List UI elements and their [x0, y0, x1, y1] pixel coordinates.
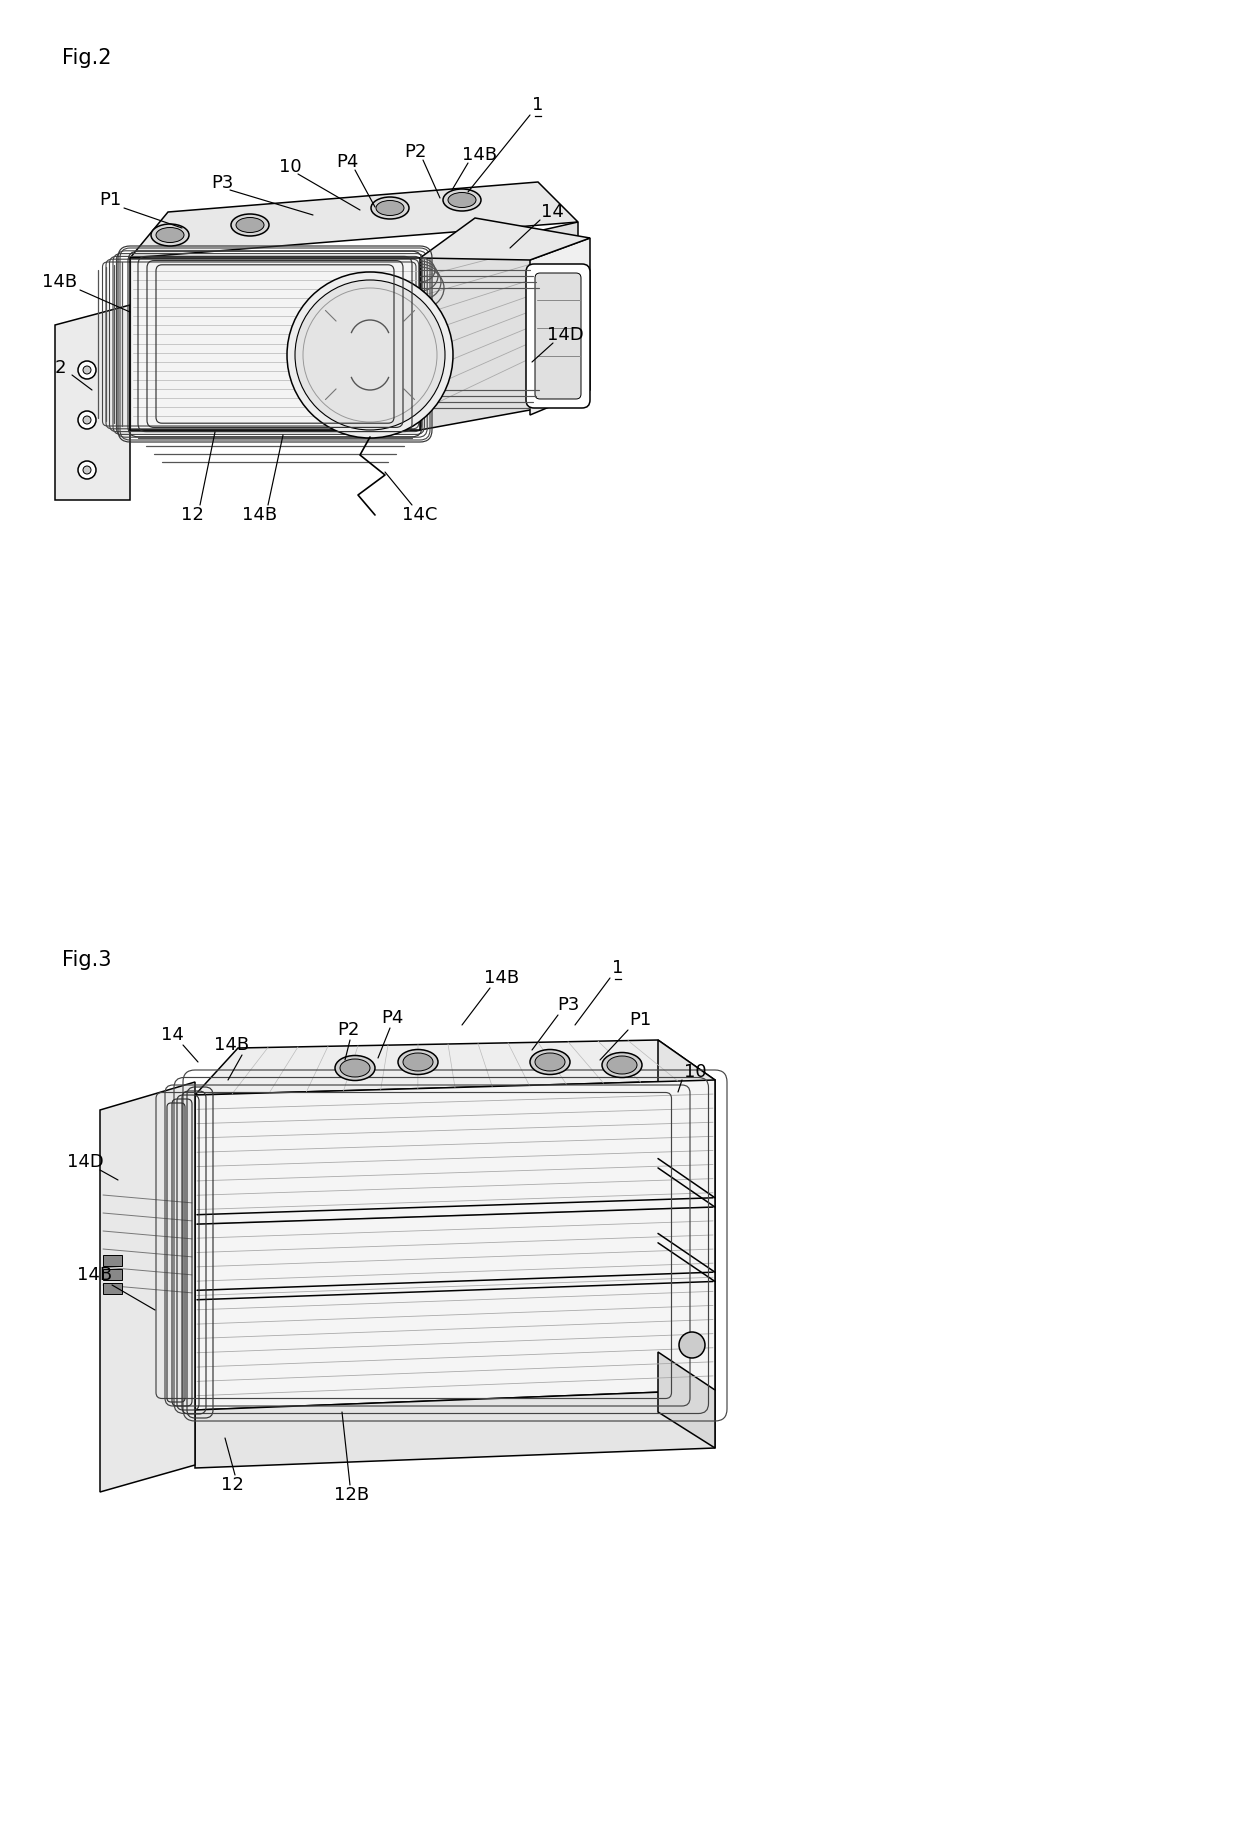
FancyBboxPatch shape — [103, 1268, 122, 1279]
Ellipse shape — [608, 1056, 637, 1074]
Ellipse shape — [78, 412, 95, 428]
Text: 14: 14 — [541, 203, 563, 222]
Ellipse shape — [403, 1052, 433, 1071]
Text: 10: 10 — [683, 1063, 707, 1082]
Text: P3: P3 — [557, 997, 579, 1013]
Polygon shape — [195, 1039, 715, 1095]
Text: 14B: 14B — [42, 273, 78, 292]
Text: 14B: 14B — [215, 1036, 249, 1054]
Text: P2: P2 — [337, 1021, 360, 1039]
Polygon shape — [420, 218, 590, 260]
Polygon shape — [658, 1351, 715, 1447]
Ellipse shape — [601, 1052, 642, 1078]
Ellipse shape — [83, 366, 91, 375]
Text: 14D: 14D — [67, 1154, 103, 1170]
Polygon shape — [195, 1390, 715, 1468]
Text: Fig.2: Fig.2 — [62, 48, 112, 68]
Text: 1: 1 — [613, 960, 624, 977]
Ellipse shape — [529, 1050, 570, 1074]
Text: 14B: 14B — [463, 146, 497, 164]
FancyBboxPatch shape — [526, 264, 590, 408]
Polygon shape — [130, 183, 578, 258]
Ellipse shape — [236, 218, 264, 233]
FancyBboxPatch shape — [534, 273, 582, 399]
Text: 12: 12 — [181, 506, 203, 524]
Text: P4: P4 — [336, 153, 358, 172]
Ellipse shape — [534, 1052, 565, 1071]
Text: 2: 2 — [55, 358, 66, 377]
Polygon shape — [658, 1039, 715, 1390]
Text: P1: P1 — [629, 1012, 651, 1028]
Text: 14B: 14B — [485, 969, 520, 988]
Text: P4: P4 — [381, 1010, 403, 1026]
Text: 12: 12 — [221, 1477, 243, 1493]
Ellipse shape — [295, 281, 445, 430]
Text: P1: P1 — [99, 190, 122, 209]
Polygon shape — [55, 305, 130, 500]
Ellipse shape — [335, 1056, 374, 1080]
Polygon shape — [420, 222, 578, 430]
Text: 14D: 14D — [547, 327, 583, 343]
Ellipse shape — [156, 227, 184, 242]
Polygon shape — [529, 238, 590, 415]
Ellipse shape — [151, 223, 188, 246]
Ellipse shape — [231, 214, 269, 236]
Text: 14C: 14C — [402, 506, 438, 524]
Text: 12B: 12B — [335, 1486, 370, 1504]
Text: 1: 1 — [532, 96, 543, 114]
Ellipse shape — [78, 362, 95, 378]
Text: P3: P3 — [211, 174, 233, 192]
Text: P2: P2 — [404, 142, 427, 161]
Text: 14B: 14B — [77, 1266, 113, 1285]
Text: 14: 14 — [160, 1026, 184, 1045]
Ellipse shape — [376, 201, 404, 216]
Ellipse shape — [340, 1060, 370, 1076]
Ellipse shape — [680, 1333, 706, 1359]
Ellipse shape — [83, 415, 91, 425]
FancyBboxPatch shape — [103, 1255, 122, 1266]
Ellipse shape — [448, 192, 476, 207]
Ellipse shape — [83, 465, 91, 474]
Ellipse shape — [398, 1050, 438, 1074]
Polygon shape — [195, 1080, 715, 1410]
Ellipse shape — [286, 271, 453, 438]
Polygon shape — [130, 258, 420, 430]
Text: 14B: 14B — [243, 506, 278, 524]
Ellipse shape — [78, 462, 95, 478]
Polygon shape — [100, 1082, 195, 1492]
Text: Fig.3: Fig.3 — [62, 951, 112, 969]
Ellipse shape — [371, 198, 409, 220]
FancyBboxPatch shape — [103, 1283, 122, 1294]
Text: 10: 10 — [279, 159, 301, 175]
Ellipse shape — [443, 188, 481, 210]
